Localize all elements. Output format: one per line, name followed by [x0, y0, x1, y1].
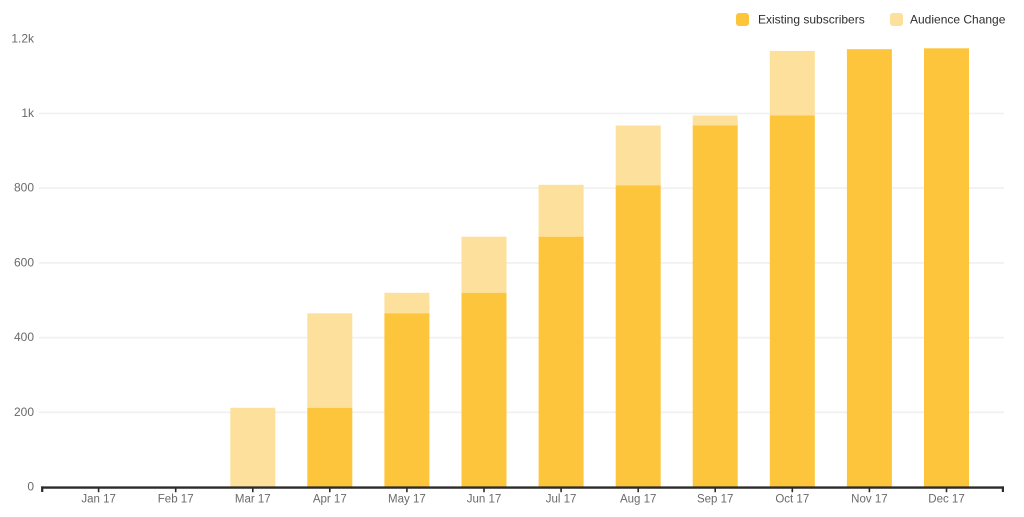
svg-text:Sep 17: Sep 17 [697, 493, 733, 505]
svg-text:Jun 17: Jun 17 [467, 493, 502, 505]
svg-text:Mar 17: Mar 17 [235, 493, 271, 505]
svg-text:400: 400 [14, 330, 34, 344]
svg-text:Jul 17: Jul 17 [546, 493, 577, 505]
svg-text:1k: 1k [21, 106, 35, 120]
svg-text:Oct 17: Oct 17 [775, 493, 809, 505]
svg-text:Jan 17: Jan 17 [81, 493, 116, 505]
svg-text:0: 0 [27, 479, 34, 493]
svg-text:600: 600 [14, 255, 34, 269]
svg-text:800: 800 [14, 181, 34, 195]
svg-text:Audience Change: Audience Change [910, 12, 1006, 26]
svg-text:Aug 17: Aug 17 [620, 493, 656, 505]
svg-text:Apr 17: Apr 17 [313, 493, 347, 505]
svg-text:Nov 17: Nov 17 [851, 493, 887, 505]
svg-text:May 17: May 17 [388, 493, 426, 505]
svg-text:Dec 17: Dec 17 [928, 493, 964, 505]
svg-text:Feb 17: Feb 17 [158, 493, 194, 505]
svg-text:Existing subscribers: Existing subscribers [758, 12, 865, 26]
svg-text:1.2k: 1.2k [11, 31, 35, 45]
svg-text:200: 200 [14, 405, 34, 419]
